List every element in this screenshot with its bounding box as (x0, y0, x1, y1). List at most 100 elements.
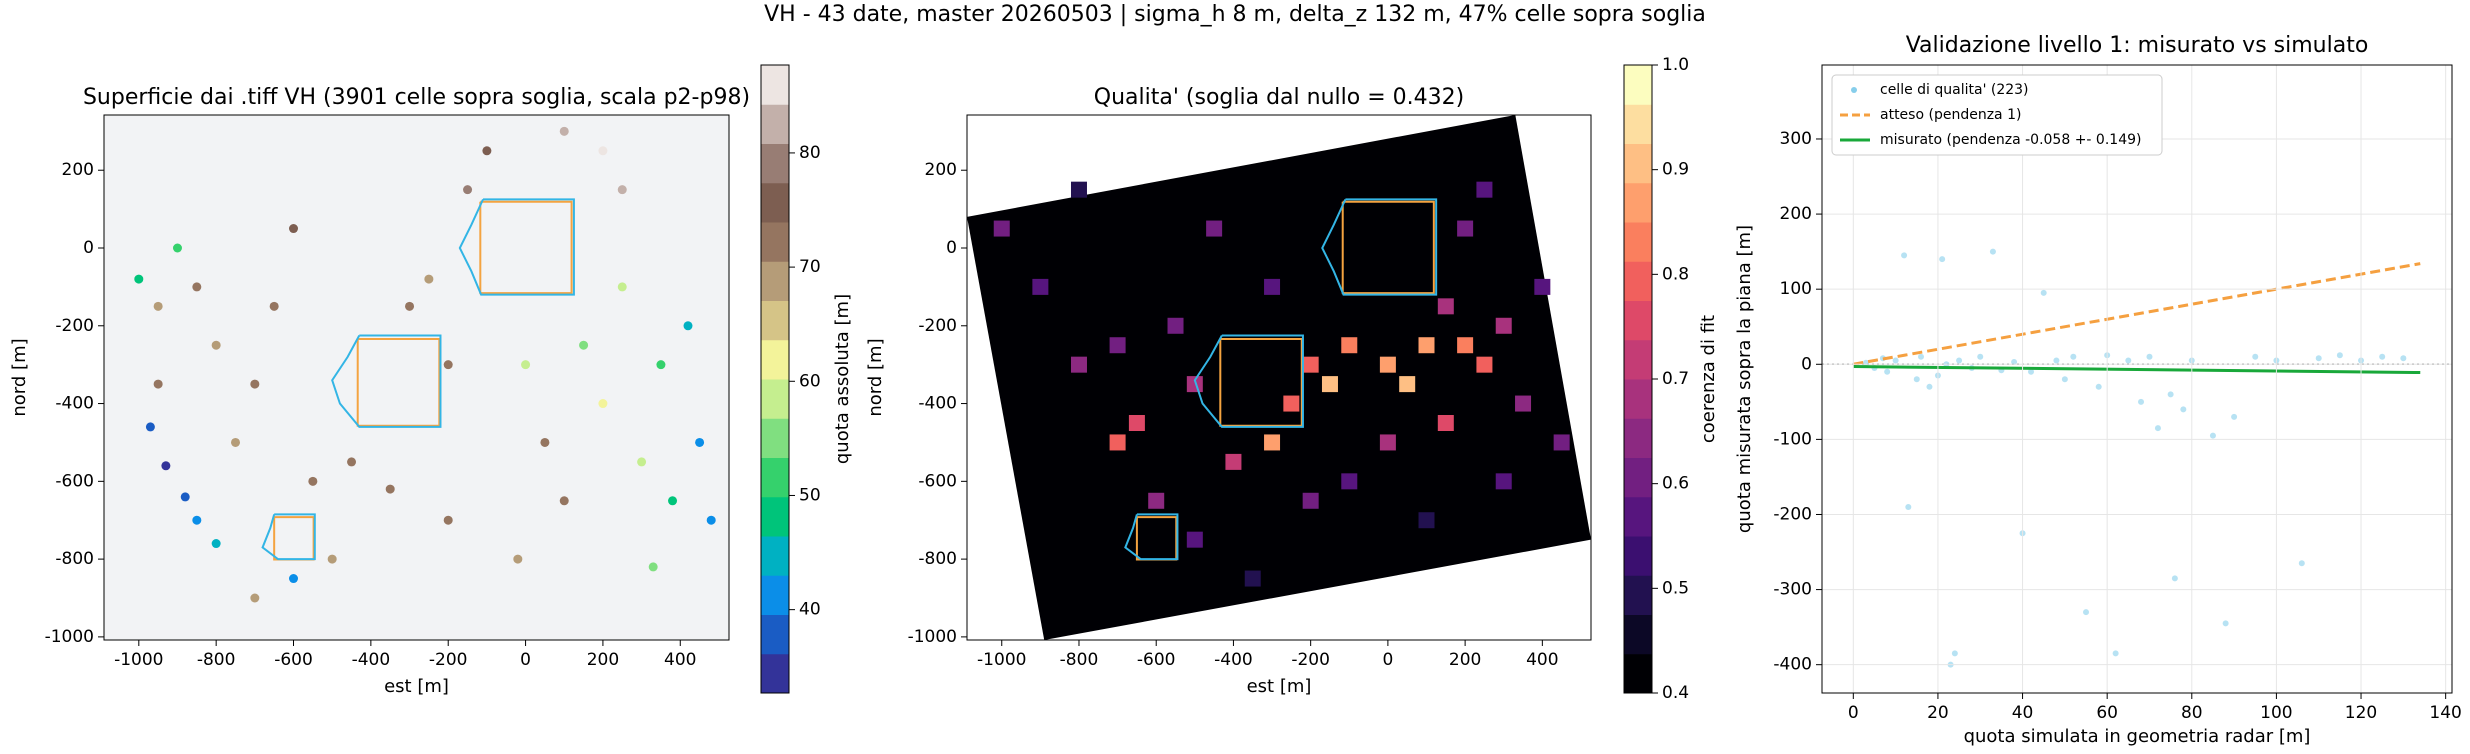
x-tick-label: 80 (2181, 703, 2203, 723)
scatter-point (2061, 376, 2068, 383)
x-tick-label: -400 (352, 650, 391, 670)
scatter-point (2167, 391, 2174, 398)
x-tick-label: -800 (1060, 650, 1099, 670)
legend-label: misurato (pendenza -0.058 +- 0.149) (1880, 132, 2141, 148)
quality-cell (1321, 376, 1338, 393)
x-axis-label: quota simulata in geometria radar [m] (1964, 726, 2311, 747)
cell-point (559, 126, 569, 136)
plot-content (134, 126, 716, 603)
scatter-point (1951, 650, 1958, 657)
series-line (1853, 365, 2421, 375)
x-tick-label: 40 (2012, 703, 2034, 723)
x-tick-label: 20 (1927, 703, 1949, 723)
colorbar-tick-label: 0.4 (1662, 683, 1689, 703)
colorbar-band (1624, 496, 1652, 537)
scatter-point (2028, 368, 2035, 375)
region-outline (1219, 338, 1303, 427)
quality-cell (1495, 473, 1512, 490)
colorbar-band (761, 653, 789, 694)
y-axis-label: nord [m] (9, 338, 30, 416)
y-tick-label: -800 (55, 549, 94, 569)
y-tick-label: -200 (55, 316, 94, 336)
quality-cell (1495, 317, 1512, 334)
scatter-point (1977, 353, 1984, 360)
y-tick-label: 100 (1780, 279, 1812, 299)
colorbar-tick-label: 60 (799, 371, 821, 391)
x-tick-label: 400 (1526, 650, 1558, 670)
y-axis-label: nord [m] (865, 338, 886, 416)
x-tick-label: 60 (2096, 703, 2118, 723)
colorbar-band (1624, 261, 1652, 301)
quality-cell (1070, 356, 1087, 373)
x-tick-label: -600 (1137, 650, 1176, 670)
quality-cell (1379, 356, 1396, 373)
x-tick-label: 0 (1848, 703, 1859, 723)
scatter-point (1913, 376, 1920, 383)
quality-cell (1341, 473, 1358, 490)
x-tick-label: -200 (1291, 650, 1330, 670)
quality-cell (1283, 395, 1300, 412)
y-tick-label: -600 (55, 471, 94, 491)
y-tick-label: -200 (918, 316, 957, 336)
scatter-point (1926, 383, 1933, 390)
region-outline (1124, 513, 1179, 561)
quality-cell (1379, 434, 1396, 451)
cell-point (327, 554, 337, 564)
scatter-point (2070, 353, 2077, 360)
cell-point (289, 224, 299, 234)
quality-cell (1418, 337, 1435, 354)
scatter-point (2083, 609, 2090, 616)
y-tick-label: -600 (918, 471, 957, 491)
plot-content (967, 115, 1591, 640)
cell-point (385, 484, 395, 494)
cell-point (683, 321, 693, 331)
y-tick-label: 200 (925, 160, 957, 180)
y-axis-label: quota misurata sopra la piana [m] (1734, 225, 1755, 533)
quality-cell (1341, 337, 1358, 354)
axes-title: Validazione livello 1: misurato vs simul… (1906, 33, 2369, 58)
scatter-point (2138, 398, 2145, 405)
scatter-point (2040, 289, 2047, 296)
cell-point (443, 360, 453, 370)
cell-point (540, 437, 550, 447)
quality-cell (1302, 356, 1319, 373)
quality-cell (1476, 181, 1493, 198)
quality-cell (1437, 298, 1454, 315)
x-tick-label: 400 (664, 650, 696, 670)
scatter-point (2222, 620, 2229, 627)
quality-cell (1244, 570, 1261, 587)
x-tick-label: -1000 (114, 650, 163, 670)
y-tick-label: -400 (55, 394, 94, 414)
x-tick-label: 120 (2345, 703, 2377, 723)
scatter-point (2315, 355, 2322, 362)
colorbar-band (1624, 614, 1652, 655)
cell-point (598, 146, 608, 156)
scatter-point (2053, 357, 2060, 364)
scatter-point (1884, 368, 1891, 375)
cell-point (230, 437, 240, 447)
colorbar-band (1624, 65, 1652, 105)
quality-cell (1399, 376, 1416, 393)
x-axis-label: est [m] (1247, 676, 1312, 697)
axes-frame (966, 114, 1592, 641)
quality-cell (1534, 278, 1551, 295)
y-tick-label: -400 (1773, 655, 1812, 675)
quality-cell (1553, 434, 1570, 451)
x-tick-label: 200 (587, 650, 619, 670)
cell-point (134, 274, 144, 284)
colorbar-label: quota assoluta [m] (832, 294, 853, 464)
x-tick-label: -1000 (977, 650, 1026, 670)
quality-cell (1264, 278, 1281, 295)
cell-point (250, 379, 260, 389)
plot-area (1822, 65, 2452, 693)
scatter-point (1918, 353, 1925, 360)
region-outline (331, 334, 442, 428)
cell-point (695, 437, 705, 447)
scatter-point (2298, 560, 2305, 567)
legend-label: celle di qualita' (223) (1880, 82, 2029, 98)
scatter-point (2011, 359, 2018, 366)
scatter-point (2231, 413, 2238, 420)
colorbar-tick-label: 70 (799, 257, 821, 277)
colorbar-band (1624, 143, 1652, 184)
quality-cell (993, 220, 1010, 237)
